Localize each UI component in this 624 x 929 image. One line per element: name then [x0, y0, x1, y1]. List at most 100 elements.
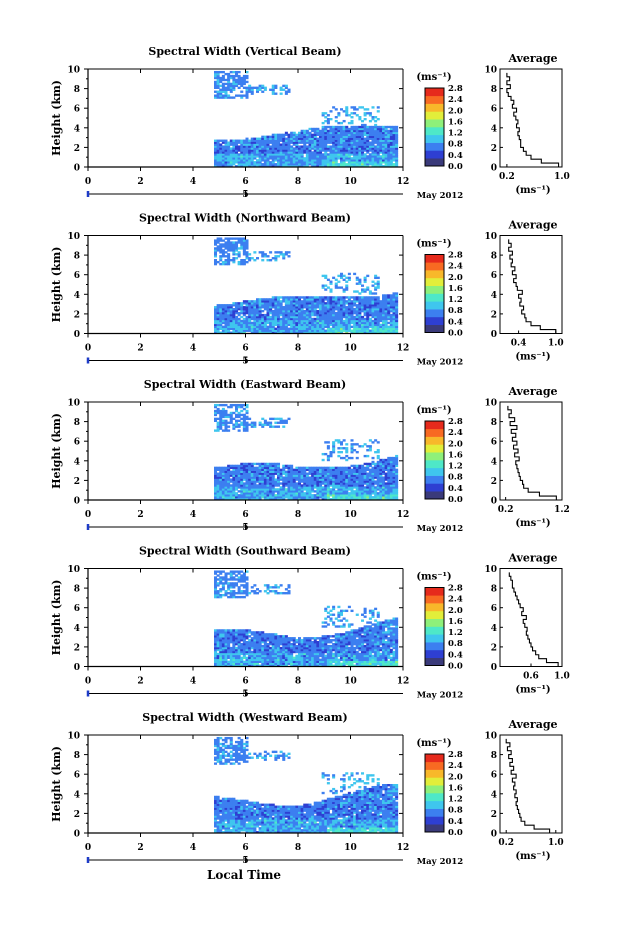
colorbar-units: (ms⁻¹): [416, 572, 451, 583]
y-tick-label: 8: [74, 585, 80, 595]
colorbar-frame: [424, 254, 445, 333]
avg-y-tick-label: 2: [491, 144, 497, 154]
x-tick-label: 12: [397, 677, 410, 687]
panel-4: Spectral Width (Westward Beam) 0 2 4 6 8 10 0 2 4…: [50, 711, 564, 867]
average-line: [506, 72, 560, 167]
colorbar-units: (ms⁻¹): [416, 239, 451, 250]
colorbar-units: (ms⁻¹): [416, 405, 451, 416]
x-tick-label: 12: [397, 843, 410, 853]
avg-y-tick-label: 8: [491, 252, 497, 262]
colorbar-segment: [425, 436, 444, 445]
avg-y-tick-label: 0: [491, 663, 497, 673]
average-frame: [499, 734, 563, 834]
y-axis-label: Height (km): [50, 80, 63, 156]
colorbar-tick-label: 0.8: [448, 306, 463, 316]
colorbar-frame: [424, 587, 445, 666]
panel-3: Spectral Width (Southward Beam) 0 2 4 6 8 10 0 2…: [50, 545, 570, 701]
colorbar-tick-label: 0.8: [448, 140, 463, 150]
colorbar-segment: [425, 754, 444, 763]
y-tick-label: 10: [67, 66, 80, 76]
x-tick-label: 0: [85, 677, 91, 687]
x-tick-label: 10: [344, 344, 357, 354]
y-tick-label: 8: [74, 751, 80, 761]
average-frame: [499, 68, 563, 168]
colorbar-segment: [425, 254, 444, 263]
y-tick-label: 0: [74, 497, 80, 507]
date-label: May 2012: [417, 358, 464, 368]
colorbar-tick-label: 1.2: [448, 795, 463, 805]
colorbar-segment: [425, 634, 444, 643]
colorbar-tick-label: 0.0: [448, 495, 463, 505]
colorbar-tick-label: 2.8: [448, 417, 463, 427]
avg-y-tick-label: 6: [491, 438, 497, 448]
y-tick-label: 6: [74, 771, 80, 781]
date-label: May 2012: [417, 191, 464, 201]
x-tick-label: 12: [397, 510, 410, 520]
avg-x-tick-label: 1.2: [554, 505, 570, 515]
colorbar-tick-label: 2.4: [448, 262, 463, 272]
colorbar-segment: [425, 285, 444, 294]
colorbar-tick-label: 0.0: [448, 828, 463, 838]
avg-y-tick-label: 10: [484, 732, 497, 742]
heatmap-cells: [214, 70, 399, 168]
chart-title: Spectral Width (Northward Beam): [139, 212, 351, 225]
colorbar-segment: [425, 277, 444, 286]
average-title: Average: [507, 718, 557, 731]
average-profile: Average 0 2 4 6 8 10 0.2 1.0 (ms⁻¹): [484, 52, 569, 196]
colorbar-segment: [425, 158, 444, 167]
avg-y-tick-label: 4: [491, 291, 497, 301]
avg-y-tick-label: 2: [491, 810, 497, 820]
colorbar-tick-label: 2.0: [448, 273, 463, 283]
x-tick-label: 4: [190, 344, 196, 354]
colorbar-tick-label: 1.6: [448, 284, 463, 294]
colorbar-segment: [425, 460, 444, 469]
avg-y-tick-label: 6: [491, 105, 497, 115]
colorbar-tick-label: 2.8: [448, 584, 463, 594]
average-line: [508, 239, 557, 334]
x-tick-label: 6: [242, 177, 248, 187]
average-title: Average: [507, 219, 557, 232]
date-marker-label: 5: [242, 190, 248, 200]
colorbar-segment: [425, 610, 444, 619]
chart-title: Spectral Width (Vertical Beam): [148, 45, 341, 58]
colorbar-segment: [425, 111, 444, 120]
y-tick-label: 6: [74, 438, 80, 448]
y-tick-label: 6: [74, 271, 80, 281]
avg-y-tick-label: 2: [491, 310, 497, 320]
colorbar-tick-label: 2.8: [448, 251, 463, 261]
y-axis-label: Height (km): [50, 746, 63, 822]
avg-y-tick-label: 0: [491, 830, 497, 840]
colorbar-segment: [425, 761, 444, 770]
y-axis-label: Height (km): [50, 247, 63, 323]
colorbar-tick-label: 1.6: [448, 450, 463, 460]
colorbar-segment: [425, 483, 444, 492]
average-xlabel: (ms⁻¹): [515, 518, 550, 529]
avg-y-tick-label: 8: [491, 85, 497, 95]
date-label: May 2012: [417, 524, 464, 534]
colorbar-tick-label: 0.4: [448, 817, 463, 827]
avg-y-tick-label: 4: [491, 124, 497, 134]
avg-y-tick-label: 2: [491, 477, 497, 487]
average-profile: Average 0 2 4 6 8 10 0.6 1.0 (ms⁻¹): [484, 552, 569, 696]
colorbar-segment: [425, 777, 444, 786]
colorbar-segment: [425, 309, 444, 318]
colorbar-segment: [425, 103, 444, 112]
x-tick-label: 2: [137, 843, 143, 853]
colorbar-tick-label: 2.0: [448, 106, 463, 116]
y-tick-label: 0: [74, 330, 80, 340]
avg-y-tick-label: 0: [491, 164, 497, 174]
average-xlabel: (ms⁻¹): [515, 851, 550, 862]
x-tick-label: 0: [85, 177, 91, 187]
colorbar-segment: [425, 626, 444, 635]
avg-y-tick-label: 8: [491, 585, 497, 595]
colorbar-tick-label: 1.6: [448, 117, 463, 127]
colorbar-segment: [425, 649, 444, 658]
average-profile: Average 0 2 4 6 8 10 0.4 1.0 (ms⁻¹): [484, 219, 563, 363]
y-tick-label: 4: [74, 790, 80, 800]
y-tick-label: 4: [74, 624, 80, 634]
y-tick-label: 2: [74, 477, 80, 487]
average-title: Average: [507, 385, 557, 398]
colorbar-tick-label: 0.8: [448, 473, 463, 483]
average-title: Average: [507, 52, 557, 65]
colorbar-segment: [425, 428, 444, 437]
